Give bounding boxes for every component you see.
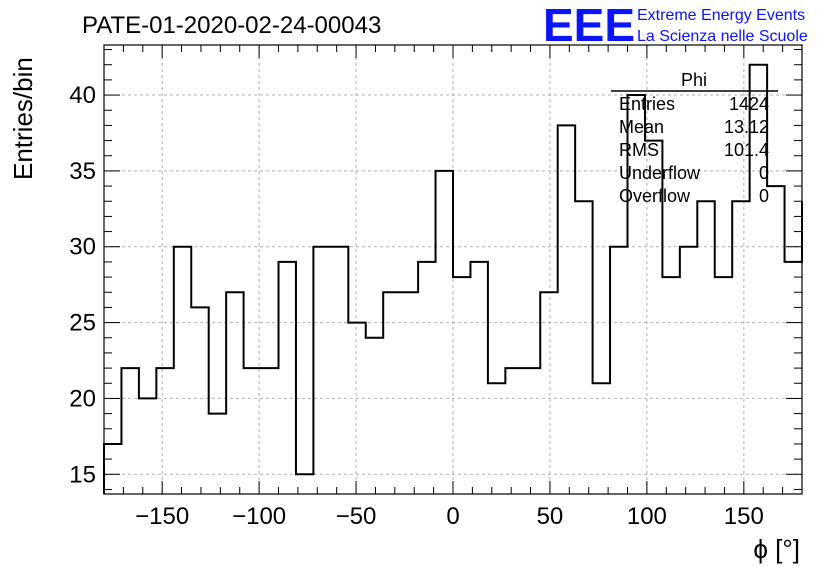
stats-value: 101.4	[724, 140, 769, 160]
stats-value: 0	[759, 186, 769, 206]
y-tick-label: 15	[69, 461, 96, 488]
y-tick-label: 35	[69, 158, 96, 185]
x-tick-label: 150	[724, 503, 764, 530]
chart-title: PATE-01-2020-02-24-00043	[82, 12, 381, 39]
stats-value: 1424	[729, 94, 769, 114]
stats-value: 0	[759, 163, 769, 183]
tick-labels: −150 −100 −50 0 50 100 150 15 20 25 30 35 40	[69, 82, 764, 530]
stats-label: Underflow	[619, 163, 701, 183]
x-tick-label: −50	[336, 503, 377, 530]
x-tick-label: −150	[135, 503, 189, 530]
axes	[103, 44, 803, 495]
stats-label: Overflow	[619, 186, 691, 206]
eee-logo: EEE Extreme Energy Events La Scienza nel…	[543, 0, 808, 51]
eee-logo-mark: EEE	[543, 0, 635, 51]
y-tick-label: 20	[69, 385, 96, 412]
x-tick-label: 50	[537, 503, 564, 530]
y-tick-label: 30	[69, 234, 96, 261]
histogram-series	[103, 63, 803, 494]
stats-label: RMS	[619, 140, 659, 160]
stats-box: Phi Entries 1424 Mean 13.12 RMS 101.4 Underflo…	[611, 70, 778, 206]
eee-logo-line2: La Scienza nelle Scuole	[637, 28, 808, 45]
y-tick-label: 40	[69, 82, 96, 109]
y-axis-label: Entries/bin	[8, 57, 38, 180]
stats-value: 13.12	[724, 117, 769, 137]
stats-rows: Entries 1424 Mean 13.12 RMS 101.4 Underflow 0 Ov…	[619, 94, 769, 206]
eee-logo-line1: Extreme Energy Events	[637, 7, 805, 24]
histogram-outline	[103, 63, 803, 494]
y-tick-label: 25	[69, 310, 96, 337]
x-tick-label: 100	[627, 503, 667, 530]
x-tick-label: 0	[446, 503, 459, 530]
stats-box-name: Phi	[681, 70, 707, 90]
stats-label: Mean	[619, 117, 664, 137]
x-tick-label: −100	[232, 503, 286, 530]
stats-label: Entries	[619, 94, 675, 114]
x-axis-label: ϕ [°]	[753, 534, 800, 564]
